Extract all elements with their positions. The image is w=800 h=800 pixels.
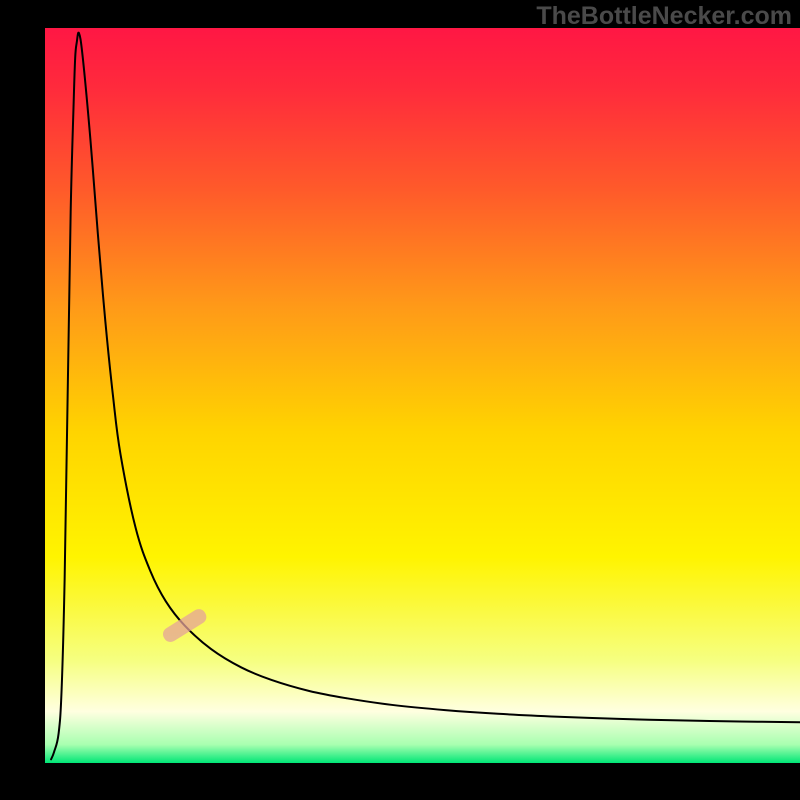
watermark-label: TheBottleNecker.com [536,2,792,31]
gradient-background [45,28,800,763]
plot-area [45,28,800,763]
chart-canvas: TheBottleNecker.com [0,0,800,800]
chart-svg [45,28,800,763]
